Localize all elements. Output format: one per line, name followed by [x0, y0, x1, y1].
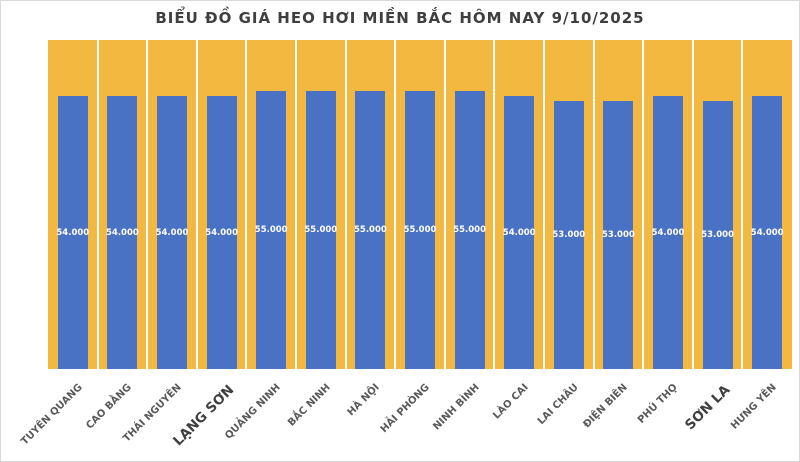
x-axis-label: HÀ NỘI: [345, 382, 383, 419]
bar-phú-thọ: 54.000: [651, 96, 685, 369]
x-axis-label: PHÚ THỌ: [635, 382, 680, 426]
bar-value-label: 55.000: [304, 225, 338, 235]
bar-hải-phòng: 55.000: [403, 91, 437, 369]
category-gridline: [443, 40, 446, 369]
bar-thái-nguyên: 54.000: [155, 96, 189, 369]
bar-value-label: 54.000: [750, 227, 784, 238]
chart-title: BIỂU ĐỒ GIÁ HEO HƠI MIỀN BẮC HÔM NAY 9/1…: [155, 9, 645, 27]
x-axis-label: LẠNG SƠN: [169, 382, 237, 450]
category-gridline: [741, 40, 744, 369]
x-axis-label: SƠN LA: [681, 382, 733, 434]
bar-quảng-ninh: 55.000: [254, 91, 288, 369]
bar-value-label: 53.000: [601, 230, 635, 240]
category-gridline: [245, 40, 248, 369]
bar-value-label: 55.000: [353, 225, 387, 235]
x-axis-label: HƯNG YÊN: [729, 382, 779, 432]
x-axis-label: BẮC NINH: [285, 382, 333, 429]
bar-value-label: 54.000: [56, 227, 90, 238]
bar-ninh-bình: 55.000: [453, 91, 486, 369]
plot-area: 54.000 54.000 54.000 54.000 55.000 55.000 55.0…: [48, 40, 792, 369]
category-gridline: [96, 40, 99, 369]
x-axis-label: LAI CHÂU: [535, 382, 581, 427]
bar-lào-cai: 54.000: [502, 96, 536, 369]
bar-value-label: 54.000: [502, 227, 536, 238]
x-axis-label: NINH BÌNH: [430, 382, 482, 433]
bar-value-label: 55.000: [254, 225, 288, 235]
bar-hưng-yên: 54.000: [750, 96, 784, 369]
category-gridline: [295, 40, 297, 369]
category-gridline: [543, 40, 545, 369]
category-gridline: [691, 40, 694, 369]
category-gridline: [344, 40, 347, 369]
category-gridline: [642, 40, 645, 369]
x-axis-label: CAO BẰNG: [84, 382, 135, 432]
bar-lai-châu: 53.000: [552, 101, 586, 369]
category-gridline: [592, 40, 595, 369]
x-axis-label: HẢI PHÒNG: [378, 382, 432, 436]
category-gridline: [394, 40, 397, 369]
x-axis-label: ĐIỆN BIÊN: [581, 382, 631, 431]
bar-tuyên-quang: 54.000: [56, 96, 90, 369]
category-gridline: [195, 40, 198, 369]
bar-value-label: 55.000: [403, 225, 437, 235]
bar-value-label: 54.000: [105, 227, 139, 238]
bar-value-label: 53.000: [552, 230, 586, 240]
bar-value-label: 54.000: [155, 227, 189, 238]
bar-cao-bằng: 54.000: [105, 96, 139, 369]
bar-value-label: 53.000: [701, 230, 734, 240]
bar-sơn-la: 53.000: [701, 101, 734, 369]
bar-lạng-sơn: 54.000: [205, 96, 238, 369]
x-axis-label: TUYÊN QUANG: [19, 382, 85, 448]
category-gridline: [493, 40, 496, 369]
bar-bắc-ninh: 55.000: [304, 91, 338, 369]
bar-hà-nội: 55.000: [353, 91, 387, 369]
bar-value-label: 55.000: [453, 225, 486, 235]
x-axis-label: THÁI NGUYÊN: [121, 382, 184, 445]
x-axis-label: QUẢNG NINH: [223, 382, 283, 442]
bar-value-label: 54.000: [651, 227, 685, 238]
category-gridline: [146, 40, 149, 369]
x-axis-label: LÀO CAI: [491, 382, 531, 422]
bar-điện-biên: 53.000: [601, 101, 635, 369]
bar-value-label: 54.000: [205, 227, 238, 238]
